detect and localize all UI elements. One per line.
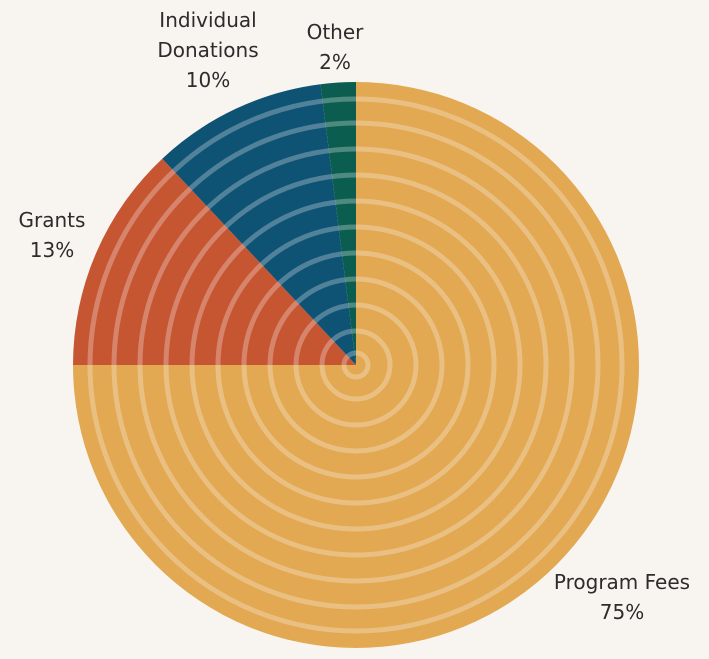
slice-label: Other 2%: [295, 17, 375, 77]
ring-texture: [87, 96, 625, 634]
category-label: Grants: [18, 208, 86, 232]
slices: [73, 82, 639, 648]
pie-slice: [73, 158, 356, 365]
value-label: 10%: [185, 68, 231, 92]
category-label: Other: [306, 20, 364, 44]
category-label: Individual Donations: [157, 8, 259, 62]
slice-label: Individual Donations 10%: [133, 5, 283, 95]
value-label: 2%: [319, 50, 351, 74]
slice-label: Grants 13%: [2, 205, 102, 265]
pie-slice: [320, 82, 356, 365]
category-label: Program Fees: [553, 570, 691, 594]
value-label: 13%: [29, 238, 75, 262]
slice-label: Program Fees 75%: [547, 567, 697, 627]
pie-slice: [162, 84, 356, 365]
value-label: 75%: [599, 600, 645, 624]
